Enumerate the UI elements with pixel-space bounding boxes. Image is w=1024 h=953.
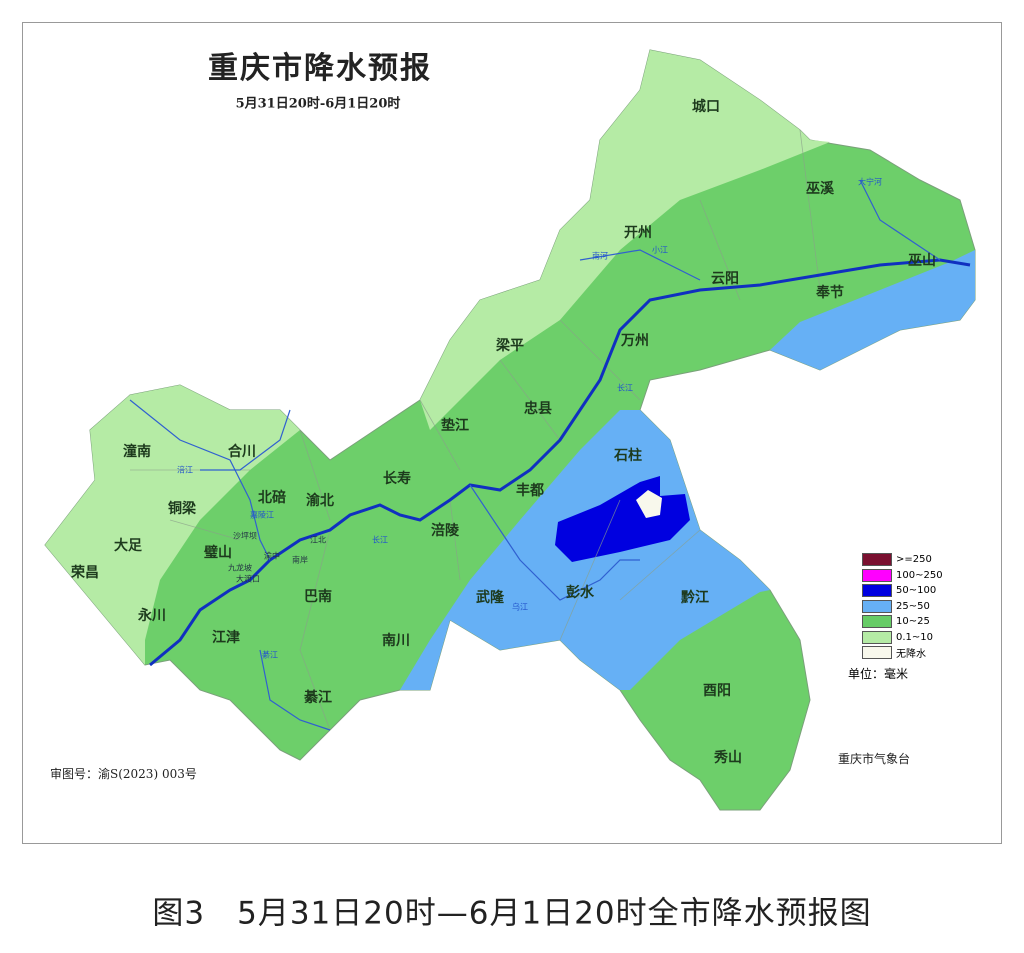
place-label: 江津 [212,630,240,646]
legend-swatch [862,553,892,567]
small-place-label: 南岸 [292,555,308,565]
small-place-label: 九龙坡 [228,563,252,573]
legend-label: 100~250 [896,569,943,581]
river-label: 小江 [652,245,668,255]
legend-label: 50~100 [896,585,937,597]
figure-caption: 图3 5月31日20时—6月1日20时全市降水预报图 [152,895,872,932]
no-rain-patch [636,490,662,518]
place-label: 忠县 [524,401,552,417]
river-label: 乌江 [512,602,528,612]
legend-label: 0.1~10 [896,631,934,643]
place-label: 巫山 [908,253,936,269]
place-label: 渝北 [306,493,334,509]
place-label: 涪陵 [431,523,459,539]
tributary-rivers [129,179,941,731]
legend-swatch [862,568,892,582]
place-label: 璧山 [204,545,232,561]
place-label: 北碚 [258,490,286,506]
place-label: 丰都 [516,483,544,499]
place-label: 荣昌 [71,565,99,581]
river-label: 綦江 [262,650,278,660]
place-label: 彭水 [566,585,594,601]
place-label: 万州 [621,333,649,349]
legend-item: 25~50 [862,599,943,615]
legend-item: 0.1~10 [862,630,943,646]
place-label: 铜梁 [168,501,196,517]
place-label: 石柱 [614,448,642,464]
legend-label: 10~25 [896,616,930,628]
river-label: 长江 [372,535,388,545]
place-label: 巴南 [304,589,332,605]
map-subtitle: 5月31日20时-6月1日20时 [235,96,401,112]
place-label: 奉节 [816,285,844,301]
legend-label: 无降水 [896,649,926,661]
small-place-label: 渝中 [264,551,280,561]
legend-item: 50~100 [862,583,943,599]
small-place-label: 沙坪坝 [233,531,257,541]
agency-name: 重庆市气象台 [838,752,911,766]
region-25-50-northeast [770,250,975,370]
legend-item: 100~250 [862,568,943,584]
legend-item: 无降水 [862,645,943,661]
region-0.1-10-west [45,385,300,665]
approval-number: 审图号：渝S(2023) 003号 [50,767,197,781]
place-label: 南川 [382,633,410,649]
legend-swatch [862,630,892,644]
river-label: 南河 [592,251,608,261]
map-title: 重庆市降水预报 [208,51,432,86]
region-0.1-10-northeast [420,50,830,430]
place-label: 酉阳 [703,683,731,699]
place-label: 秀山 [714,750,742,766]
place-label: 綦江 [304,690,332,706]
place-label: 合川 [228,444,256,460]
legend-swatch [862,599,892,613]
legend-swatch [862,615,892,629]
river-label: 大宁河 [858,177,882,187]
legend-item: 10~25 [862,614,943,630]
small-place-label: 大渡口 [236,574,260,584]
small-place-label: 江北 [310,535,326,545]
river-label: 长江 [617,383,633,393]
place-label: 开州 [624,225,652,241]
place-label: 黔江 [681,590,709,606]
legend-item: >=250 [862,552,943,568]
river-label: 嘉陵江 [250,510,274,520]
river-label: 涪江 [177,465,193,475]
legend-unit: 单位：毫米 [848,666,909,681]
place-label: 梁平 [496,338,524,354]
legend-swatch [862,646,892,660]
place-label: 永川 [138,608,166,624]
legend: >=250 100~250 50~100 25~50 10~25 0.1~10 … [848,552,943,682]
place-label: 巫溪 [806,181,834,197]
place-label: 城口 [692,99,720,115]
place-label: 潼南 [123,444,151,460]
place-label: 长寿 [383,471,411,487]
legend-label: >=250 [896,554,932,566]
place-label: 大足 [114,538,142,554]
legend-swatch [862,584,892,598]
place-label: 垫江 [441,418,469,434]
place-label: 云阳 [711,271,739,287]
place-label: 武隆 [476,590,504,606]
legend-label: 25~50 [896,600,930,612]
